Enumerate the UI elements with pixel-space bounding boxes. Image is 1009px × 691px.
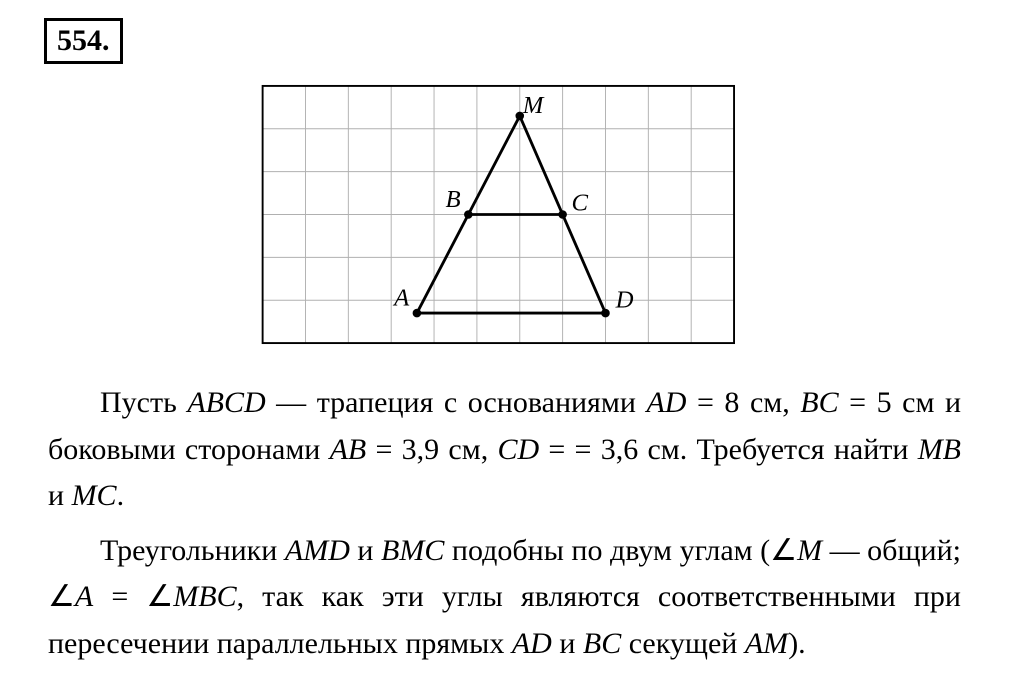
paragraph-2: Треугольники AMD и BMC подобны по двум у…: [48, 528, 961, 668]
math-abcd: ABCD: [187, 386, 265, 419]
math-mc: MC: [72, 479, 117, 512]
svg-text:M: M: [521, 92, 544, 119]
text: = 3,9 см,: [366, 433, 497, 466]
svg-text:B: B: [445, 186, 460, 213]
text: ).: [788, 627, 806, 660]
svg-text:D: D: [614, 286, 633, 313]
text: Треугольники: [100, 534, 285, 567]
svg-text:A: A: [392, 284, 410, 311]
math-ad2: AD: [512, 627, 552, 660]
math-bc: BC: [800, 386, 838, 419]
text: и: [552, 627, 583, 660]
problem-number: 554.: [44, 18, 123, 64]
text: = 8 см,: [686, 386, 800, 419]
figure-container: M B C A D: [48, 72, 961, 362]
math-a: A: [75, 580, 93, 613]
text: подобны по двум углам (∠: [444, 534, 797, 567]
math-amd: AMD: [285, 534, 350, 567]
math-ad: AD: [646, 386, 686, 419]
text: и: [350, 534, 381, 567]
text: = ∠: [93, 580, 173, 613]
svg-text:C: C: [571, 190, 588, 217]
math-bmc: BMC: [381, 534, 444, 567]
paragraph-1: Пусть ABCD — трапеция с основаниями AD =…: [48, 380, 961, 520]
page: 554. MBCAD Пусть ABCD — трапеция с основ…: [0, 0, 1009, 691]
text: = = 3,6 см. Требуется найти: [539, 433, 918, 466]
text: секущей: [621, 627, 745, 660]
geometry-figure: M B C A D: [255, 72, 755, 357]
math-am: AM: [745, 627, 788, 660]
text: .: [117, 479, 125, 512]
math-mbc: MBC: [173, 580, 236, 613]
math-m: M: [797, 534, 822, 567]
text: и: [48, 479, 72, 512]
math-ab: AB: [330, 433, 367, 466]
math-mb: MB: [918, 433, 961, 466]
math-cd: CD: [497, 433, 539, 466]
text: — трапеция с основаниями: [266, 386, 647, 419]
math-bc2: BC: [583, 627, 621, 660]
text: Пусть: [100, 386, 187, 419]
